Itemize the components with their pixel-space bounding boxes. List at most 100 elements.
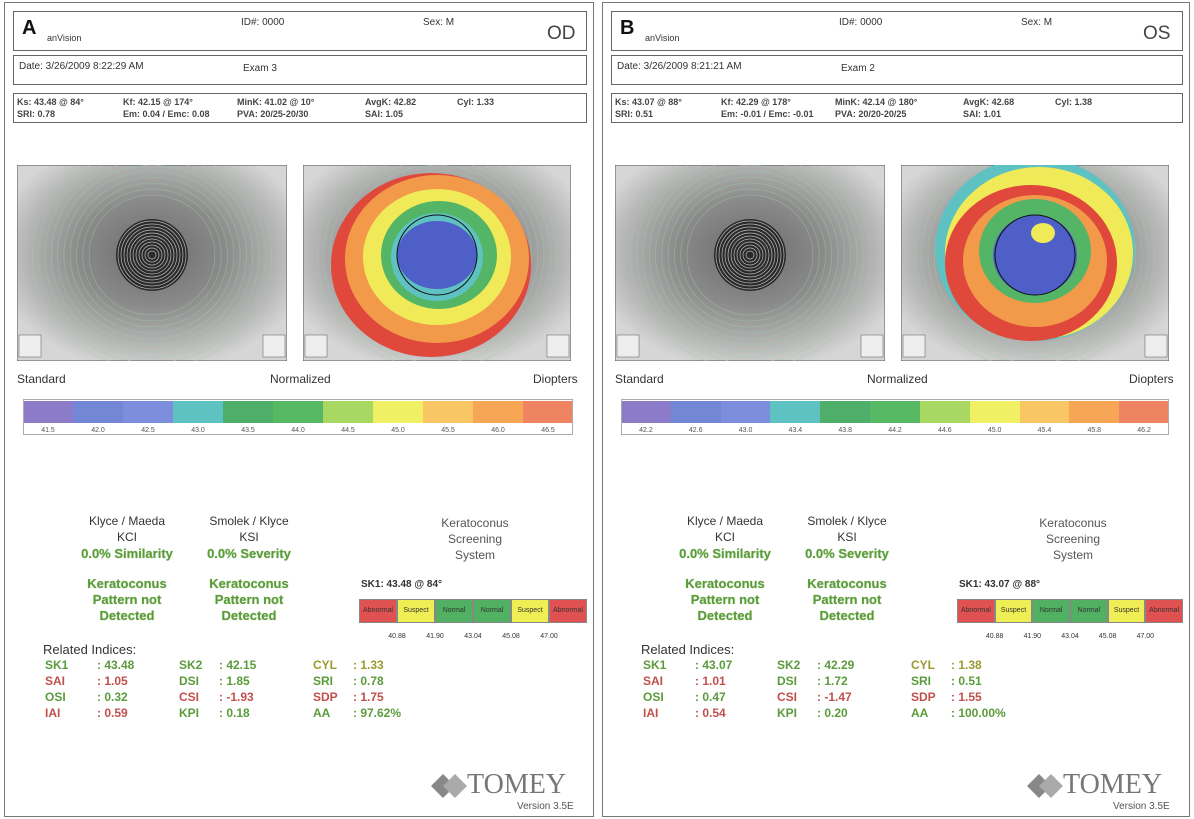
keratometry-value: Kf: 42.29 @ 178° [721, 97, 791, 107]
related-name: OSI [45, 691, 66, 705]
related-value: : 43.48 [97, 659, 134, 673]
index-pattern: Detected [698, 609, 753, 624]
keratometry-value: MinK: 42.14 @ 180° [835, 97, 917, 107]
topography-map [303, 165, 571, 361]
related-value: : 42.15 [219, 659, 256, 673]
index-pattern: Keratoconus [87, 577, 166, 592]
screening-zone-label: Suspect [403, 607, 428, 615]
info-box [617, 335, 639, 357]
keratometry-value: AvgK: 42.68 [963, 97, 1014, 107]
related-value: : 0.54 [695, 707, 726, 721]
related-name: CSI [777, 691, 797, 705]
logo-mark [429, 771, 469, 801]
index-pattern: Detected [100, 609, 155, 624]
screening-zone-label: Abnormal [1149, 607, 1179, 615]
eye-side: OD [547, 23, 576, 45]
index-pattern: Pattern not [813, 593, 882, 608]
info-box [19, 335, 41, 357]
related-value: : 0.78 [353, 675, 384, 689]
keratometry-value: SRI: 0.78 [17, 109, 55, 119]
keratometry-value: Kf: 42.15 @ 174° [123, 97, 193, 107]
index-pattern: Pattern not [691, 593, 760, 608]
related-value: : 1.85 [219, 675, 250, 689]
screening-limit: 41.90 [426, 633, 444, 641]
map-zone [397, 221, 477, 289]
index-result: 0.0% Similarity [679, 547, 771, 562]
brand: anVision [645, 33, 679, 43]
screening-title: Screening [1046, 533, 1100, 547]
related-name: CYL [911, 659, 935, 673]
screening-title: Screening [448, 533, 502, 547]
panel-label: A [19, 17, 39, 40]
report-panel: BanVisionID#: 0000Sex: MOSDate: 3/26/200… [602, 2, 1190, 817]
related-name: SK1 [643, 659, 666, 673]
index-authors: Smolek / Klyce [209, 515, 288, 529]
related-value: : 1.05 [97, 675, 128, 689]
info-box [861, 335, 883, 357]
related-value: : 0.51 [951, 675, 982, 689]
related-name: DSI [777, 675, 797, 689]
exam-number: Exam 3 [243, 63, 277, 75]
logo-mark [1025, 771, 1065, 801]
map-label: Diopters [533, 373, 578, 387]
scale-frame [621, 399, 1169, 435]
related-name: CYL [313, 659, 337, 673]
related-name: SK2 [777, 659, 800, 673]
index-name: KSI [837, 531, 856, 545]
keratometry-value: PVA: 20/20-20/25 [835, 109, 906, 119]
keratometry-value: SAI: 1.05 [365, 109, 403, 119]
screening-zone-label: Abnormal [553, 607, 583, 615]
related-name: CSI [179, 691, 199, 705]
related-value: : 0.32 [97, 691, 128, 705]
keratometry-value: Em: 0.04 / Emc: 0.08 [123, 109, 210, 119]
info-box [1145, 335, 1167, 357]
keratometry-value: Ks: 43.48 @ 84° [17, 97, 84, 107]
related-name: SK1 [45, 659, 68, 673]
index-pattern: Keratoconus [685, 577, 764, 592]
info-box [305, 335, 327, 357]
placido-image [615, 165, 885, 361]
sex: Sex: M [423, 17, 454, 29]
screening-title: System [455, 549, 495, 563]
screening-title: Keratoconus [1039, 517, 1106, 531]
sex: Sex: M [1021, 17, 1052, 29]
keratometry-value: SAI: 1.01 [963, 109, 1001, 119]
related-name: IAI [643, 707, 658, 721]
related-name: SRI [911, 675, 931, 689]
index-name: KCI [715, 531, 735, 545]
map-label: Normalized [270, 373, 331, 387]
map-zone [1031, 223, 1055, 243]
related-value: : 100.00% [951, 707, 1006, 721]
header-box [611, 11, 1183, 51]
screening-limit: 40.88 [986, 633, 1004, 641]
keratometry-value: AvgK: 42.82 [365, 97, 416, 107]
related-value: : 1.72 [817, 675, 848, 689]
screening-sk1: SK1: 43.48 @ 84° [361, 579, 442, 591]
eye-side: OS [1143, 23, 1170, 45]
related-value: : 1.55 [951, 691, 982, 705]
screening-limit: 45.08 [1099, 633, 1117, 641]
screening-zone-label: Normal [1078, 607, 1101, 615]
info-box [263, 335, 285, 357]
logo: TOMEY [467, 769, 566, 801]
panel-label: B [617, 17, 637, 40]
index-pattern: Pattern not [93, 593, 162, 608]
index-authors: Smolek / Klyce [807, 515, 886, 529]
related-title: Related Indices: [641, 643, 734, 658]
scale-frame [23, 399, 573, 435]
header-box [13, 11, 587, 51]
related-name: SAI [45, 675, 65, 689]
related-value: : 1.38 [951, 659, 982, 673]
screening-zone-label: Abnormal [363, 607, 393, 615]
related-value: : 1.33 [353, 659, 384, 673]
related-name: SK2 [179, 659, 202, 673]
screening-limit: 40.88 [388, 633, 406, 641]
patient-id: ID#: 0000 [839, 17, 882, 29]
info-box [903, 335, 925, 357]
placido-image [17, 165, 287, 361]
screening-title: Keratoconus [441, 517, 508, 531]
screening-zone-label: Suspect [1114, 607, 1139, 615]
keratometry-value: Em: -0.01 / Emc: -0.01 [721, 109, 814, 119]
screening-limit: 45.08 [502, 633, 520, 641]
info-box [547, 335, 569, 357]
